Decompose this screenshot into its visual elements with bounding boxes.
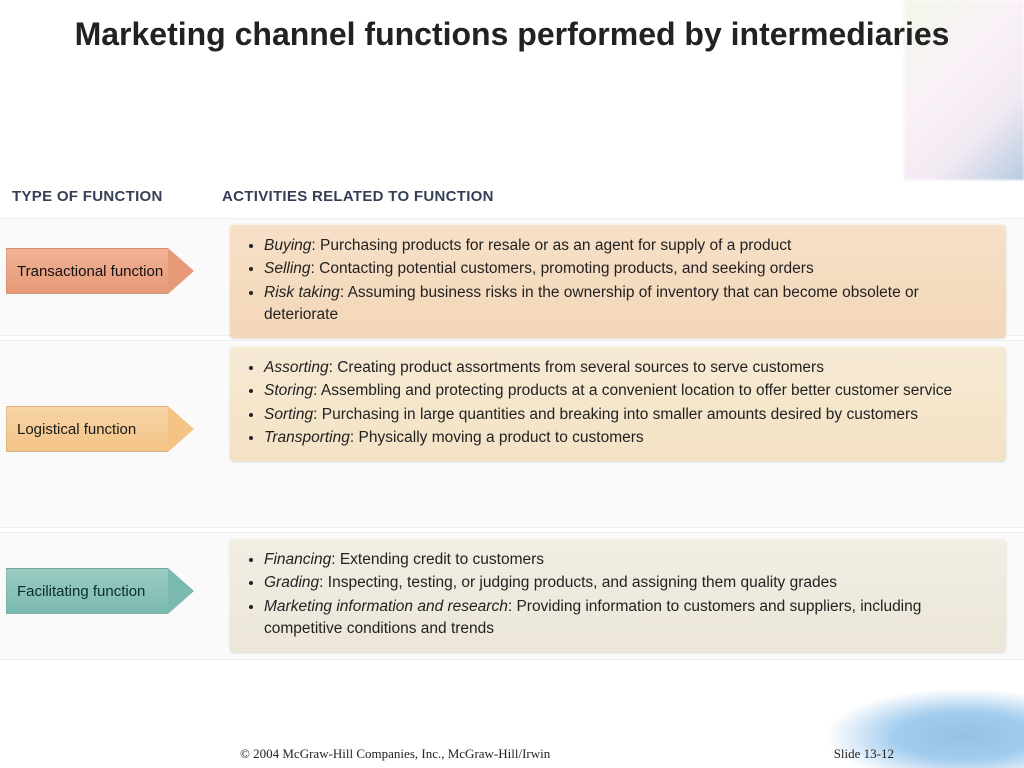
term-text: : Contacting potential customers, promot… — [311, 260, 814, 277]
term-text: : Assuming business risks in the ownersh… — [264, 284, 919, 323]
list-item: Risk taking: Assuming business risks in … — [264, 282, 990, 327]
panel-facilitating: Financing: Extending credit to customers… — [230, 538, 1006, 652]
header-activities: ACTIVITIES RELATED TO FUNCTION — [222, 188, 494, 205]
arrow-head-icon — [168, 568, 194, 614]
list-item: Sorting: Purchasing in large quantities … — [264, 404, 990, 426]
list-item: Marketing information and research: Prov… — [264, 596, 990, 641]
arrow-transactional: Transactional function — [6, 248, 196, 294]
arrow-label-logistical: Logistical function — [6, 406, 168, 452]
arrow-label-transactional: Transactional function — [6, 248, 168, 294]
list-item: Grading: Inspecting, testing, or judging… — [264, 572, 990, 594]
term: Assorting — [264, 359, 329, 376]
term-text: : Physically moving a product to custome… — [350, 429, 644, 446]
term: Selling — [264, 260, 311, 277]
slide-number: Slide 13-12 — [834, 746, 894, 762]
slide: Marketing channel functions performed by… — [0, 0, 1024, 768]
panel-transactional: Buying: Purchasing products for resale o… — [230, 224, 1006, 338]
panel-logistical: Assorting: Creating product assortments … — [230, 346, 1006, 461]
header-type-of-function: TYPE OF FUNCTION — [12, 188, 222, 205]
term: Transporting — [264, 429, 350, 446]
term-text: : Extending credit to customers — [331, 551, 544, 568]
page-title: Marketing channel functions performed by… — [60, 14, 964, 54]
list-item: Transporting: Physically moving a produc… — [264, 427, 990, 449]
term-text: : Assembling and protecting products at … — [313, 382, 952, 399]
term-text: : Purchasing products for resale or as a… — [311, 237, 791, 254]
term: Marketing information and research — [264, 598, 508, 615]
term-text: : Creating product assortments from seve… — [329, 359, 824, 376]
arrow-label-facilitating: Facilitating function — [6, 568, 168, 614]
term: Buying — [264, 237, 311, 254]
list-item: Assorting: Creating product assortments … — [264, 357, 990, 379]
term-text: : Purchasing in large quantities and bre… — [313, 406, 918, 423]
term: Grading — [264, 574, 319, 591]
column-headers: TYPE OF FUNCTION ACTIVITIES RELATED TO F… — [12, 188, 1012, 205]
copyright-text: © 2004 McGraw-Hill Companies, Inc., McGr… — [240, 746, 550, 762]
arrow-facilitating: Facilitating function — [6, 568, 196, 614]
term: Risk taking — [264, 284, 340, 301]
term: Financing — [264, 551, 331, 568]
arrow-logistical: Logistical function — [6, 406, 196, 452]
list-item: Financing: Extending credit to customers — [264, 549, 990, 571]
term: Storing — [264, 382, 313, 399]
list-item: Buying: Purchasing products for resale o… — [264, 235, 990, 257]
list-item: Selling: Contacting potential customers,… — [264, 258, 990, 280]
term-text: : Inspecting, testing, or judging produc… — [319, 574, 837, 591]
list-item: Storing: Assembling and protecting produ… — [264, 380, 990, 402]
arrow-head-icon — [168, 406, 194, 452]
arrow-head-icon — [168, 248, 194, 294]
term: Sorting — [264, 406, 313, 423]
